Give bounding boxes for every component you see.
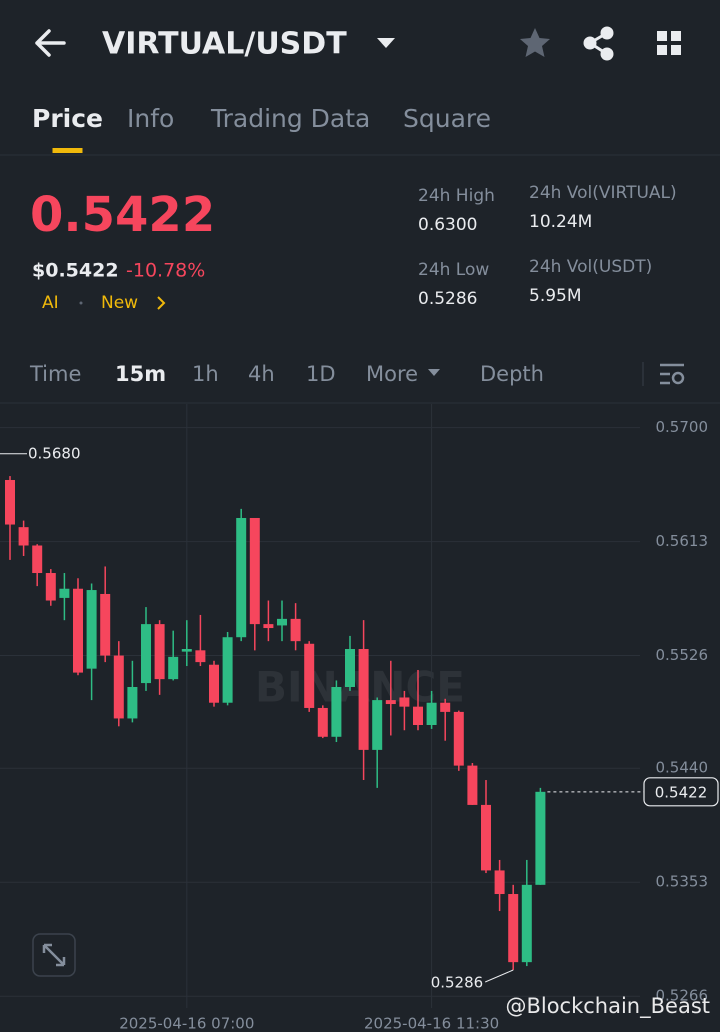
candle-body bbox=[440, 702, 451, 712]
candle-body bbox=[399, 697, 410, 707]
stat-value: 0.6300 bbox=[418, 215, 477, 235]
candle-body bbox=[494, 870, 505, 895]
separator bbox=[79, 301, 83, 305]
candle-body bbox=[304, 643, 315, 708]
stat-label: 24h High bbox=[418, 186, 495, 206]
candle-body bbox=[73, 588, 83, 673]
candle-body bbox=[209, 664, 219, 703]
candle-body bbox=[100, 593, 111, 656]
interval[interactable]: 15m bbox=[115, 362, 166, 386]
y-tick-label: 0.5440 bbox=[656, 759, 709, 777]
price-change: -10.78% bbox=[126, 260, 205, 282]
tag[interactable]: New bbox=[101, 293, 138, 313]
candle-body bbox=[372, 700, 383, 750]
stat-label: 24h Vol(VIRTUAL) bbox=[529, 183, 677, 203]
x-tick-label: 2025-04-16 07:00 bbox=[119, 1015, 254, 1032]
candle-body bbox=[467, 765, 478, 805]
interval[interactable]: More bbox=[366, 362, 418, 386]
candle-body bbox=[18, 527, 29, 546]
low-label: 0.5286 bbox=[431, 974, 484, 992]
interval[interactable]: 1h bbox=[192, 362, 219, 386]
share-button[interactable] bbox=[583, 26, 614, 61]
pair-title[interactable]: VIRTUAL/USDT bbox=[102, 27, 347, 62]
candle-body bbox=[32, 545, 43, 574]
candle-body bbox=[317, 707, 328, 737]
candle-body bbox=[195, 650, 206, 663]
y-tick-label: 0.5700 bbox=[656, 418, 709, 436]
interval[interactable]: 4h bbox=[248, 362, 275, 386]
high-label: 0.5680 bbox=[28, 444, 81, 462]
tab[interactable]: Square bbox=[403, 104, 491, 133]
expand-button[interactable] bbox=[32, 933, 76, 977]
pair-dropdown[interactable] bbox=[377, 38, 395, 48]
candle-body bbox=[141, 624, 151, 684]
more-caret[interactable] bbox=[428, 369, 440, 376]
candle-body bbox=[168, 656, 179, 680]
candle-body bbox=[481, 804, 491, 871]
stat-value: 10.24M bbox=[529, 212, 592, 232]
candlestick-chart: BINANCE0.57000.56130.55260.54400.53530.5… bbox=[0, 404, 719, 1032]
last-price: 0.5422 bbox=[30, 187, 215, 243]
interval[interactable]: Depth bbox=[480, 362, 544, 386]
stat-value: 0.5286 bbox=[418, 289, 477, 309]
candle-body bbox=[236, 517, 247, 638]
low-marker bbox=[485, 969, 514, 983]
candle-body bbox=[277, 618, 287, 626]
candle-body bbox=[426, 702, 437, 725]
back-button[interactable] bbox=[35, 29, 66, 57]
y-tick-label: 0.5266 bbox=[656, 987, 709, 1005]
candle-body bbox=[508, 894, 519, 963]
candle-body bbox=[331, 687, 342, 737]
y-tick-label: 0.5613 bbox=[656, 532, 709, 550]
x-tick-label: 2025-04-16 11:30 bbox=[364, 1015, 499, 1032]
candle-body bbox=[113, 655, 124, 719]
last-price-label: 0.5422 bbox=[655, 783, 708, 801]
candle-body bbox=[127, 687, 138, 719]
candle-body bbox=[86, 590, 97, 669]
candle-body bbox=[154, 624, 165, 680]
interval[interactable]: Time bbox=[29, 362, 81, 386]
candle-body bbox=[453, 711, 464, 766]
chart-settings[interactable] bbox=[660, 363, 685, 385]
favorite-button[interactable] bbox=[520, 28, 550, 57]
candle-body bbox=[358, 649, 369, 750]
candle-body bbox=[385, 700, 396, 705]
candle-body bbox=[290, 618, 301, 642]
tag-arrow bbox=[157, 296, 166, 310]
tag[interactable]: AI bbox=[42, 293, 59, 313]
stat-label: 24h Vol(USDT) bbox=[529, 257, 652, 277]
fiat-price: $0.5422 bbox=[32, 260, 119, 282]
y-tick-label: 0.5526 bbox=[656, 646, 709, 664]
candle-body bbox=[45, 573, 56, 601]
last-price-tag bbox=[643, 777, 719, 807]
candle-body bbox=[521, 884, 532, 963]
candle-body bbox=[345, 649, 355, 688]
tab[interactable]: Trading Data bbox=[210, 104, 370, 133]
candle-body bbox=[413, 706, 423, 725]
menu-button[interactable] bbox=[657, 31, 681, 55]
y-tick-label: 0.5353 bbox=[656, 873, 709, 891]
stat-value: 5.95M bbox=[529, 286, 582, 306]
candle-body bbox=[59, 588, 70, 598]
candle-body bbox=[222, 637, 233, 703]
watermark: @Blockchain_Beast bbox=[505, 994, 710, 1019]
tab[interactable]: Info bbox=[127, 104, 174, 133]
candle-body bbox=[263, 624, 274, 629]
candle-body bbox=[249, 517, 260, 625]
candle-body bbox=[181, 649, 192, 652]
tab[interactable]: Price bbox=[32, 104, 103, 133]
candle-body bbox=[535, 791, 546, 885]
tab-indicator bbox=[52, 148, 83, 153]
candle-body bbox=[5, 479, 15, 525]
interval[interactable]: 1D bbox=[306, 362, 336, 386]
stat-label: 24h Low bbox=[418, 260, 489, 280]
